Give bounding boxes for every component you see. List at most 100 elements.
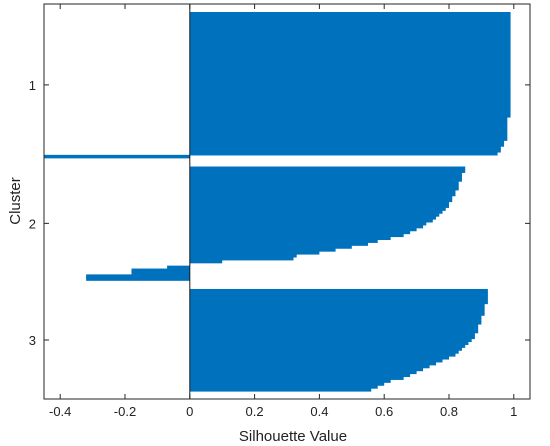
silhouette-bar-cluster-1 xyxy=(189,32,511,36)
silhouette-bar-cluster-3 xyxy=(189,382,385,386)
silhouette-bar-cluster-3 xyxy=(189,297,488,302)
silhouette-bar-cluster-2 xyxy=(189,178,462,182)
silhouette-bar-cluster-1 xyxy=(189,29,511,34)
silhouette-bar-cluster-1 xyxy=(189,134,508,138)
silhouette-bar-cluster-1 xyxy=(189,55,511,60)
y-axis-title: Cluster xyxy=(7,177,24,225)
silhouette-bar-cluster-3 xyxy=(189,321,482,325)
silhouette-bar-cluster-3 xyxy=(189,309,485,313)
y-tick-label: 2 xyxy=(29,216,36,231)
silhouette-bar-cluster-1 xyxy=(189,116,508,121)
silhouette-bar-cluster-1 xyxy=(189,102,511,106)
silhouette-bar-cluster-2 xyxy=(189,239,378,243)
silhouette-bar-cluster-1 xyxy=(189,149,501,153)
silhouette-bar-cluster-1 xyxy=(189,49,511,54)
x-tick-label: 0.2 xyxy=(246,404,264,419)
silhouette-bar-cluster-3 xyxy=(189,326,479,331)
silhouette-bar-cluster-1 xyxy=(189,26,511,31)
silhouette-bar-cluster-2 xyxy=(189,186,459,191)
silhouette-bar-cluster-2 xyxy=(189,236,391,240)
silhouette-bar-cluster-2 xyxy=(189,259,223,264)
silhouette-bar-cluster-2 xyxy=(189,245,352,249)
silhouette-bar-cluster-1 xyxy=(189,64,511,68)
silhouette-bar-cluster-3 xyxy=(189,341,469,345)
silhouette-bar-cluster-2 xyxy=(189,248,336,252)
silhouette-bar-cluster-1 xyxy=(189,79,511,83)
silhouette-bar-cluster-3 xyxy=(189,379,391,383)
silhouette-bar-cluster-2 xyxy=(189,169,466,173)
silhouette-bar-cluster-3 xyxy=(189,361,437,366)
silhouette-bar-cluster-3 xyxy=(189,306,485,310)
axes-group: -0.4 -0.2 0 0.2 0.4 0.6 0.8 1 1 2 3 xyxy=(29,3,531,419)
silhouette-bar-cluster-1 xyxy=(189,41,511,45)
silhouette-bar-cluster-3 xyxy=(189,323,479,328)
silhouette-bar-cluster-3 xyxy=(189,385,378,389)
silhouette-bar-cluster-1 xyxy=(189,111,511,115)
y-tick-label: 1 xyxy=(29,78,36,93)
silhouette-bar-cluster-2 xyxy=(189,216,437,220)
y-tick-label: 3 xyxy=(29,333,36,348)
silhouette-bar-cluster-1 xyxy=(189,58,511,63)
silhouette-bar-cluster-3 xyxy=(189,370,417,375)
silhouette-bar-cluster-1 xyxy=(189,119,508,124)
silhouette-bar-cluster-1 xyxy=(189,44,511,48)
silhouette-bar-cluster-1 xyxy=(189,87,511,92)
silhouette-bar-cluster-3 xyxy=(189,338,472,343)
x-tick-label: 0.8 xyxy=(440,404,458,419)
silhouette-bar-cluster-1 xyxy=(189,81,511,86)
silhouette-bar-cluster-3 xyxy=(189,332,475,337)
silhouette-bar-cluster-3 xyxy=(189,353,456,357)
silhouette-bar-cluster-3 xyxy=(189,303,485,308)
silhouette-bar-cluster-1 xyxy=(189,70,511,74)
silhouette-bar-cluster-2 xyxy=(86,277,190,281)
silhouette-bar-cluster-1 xyxy=(189,140,505,144)
silhouette-bar-cluster-1 xyxy=(189,131,508,136)
silhouette-bar-cluster-2 xyxy=(189,201,450,206)
silhouette-bar-cluster-2 xyxy=(189,195,453,200)
silhouette-bar-cluster-1 xyxy=(189,151,498,156)
silhouette-bar-cluster-2 xyxy=(189,192,456,197)
silhouette-bar-cluster-2 xyxy=(189,166,466,171)
silhouette-bar-cluster-2 xyxy=(189,256,294,261)
silhouette-bar-cluster-1 xyxy=(189,105,511,109)
bars-group xyxy=(44,12,511,392)
silhouette-bar-cluster-2 xyxy=(189,189,456,194)
silhouette-bar-cluster-2 xyxy=(189,172,462,176)
silhouette-bar-cluster-3 xyxy=(189,376,404,380)
silhouette-bar-cluster-2 xyxy=(131,268,190,273)
silhouette-bar-cluster-1 xyxy=(189,17,511,22)
plot-frame xyxy=(43,3,531,400)
silhouette-bar-cluster-1 xyxy=(189,108,511,112)
silhouette-bar-cluster-1 xyxy=(189,67,511,71)
silhouette-bar-cluster-2 xyxy=(189,181,459,185)
silhouette-bar-cluster-2 xyxy=(131,271,190,275)
silhouette-bar-cluster-3 xyxy=(189,294,488,299)
silhouette-bar-cluster-3 xyxy=(189,288,488,293)
silhouette-bar-cluster-1 xyxy=(189,73,511,77)
silhouette-bar-cluster-3 xyxy=(189,300,488,305)
silhouette-bar-cluster-3 xyxy=(189,367,424,372)
silhouette-bar-cluster-2 xyxy=(189,207,446,211)
silhouette-bar-cluster-3 xyxy=(189,373,411,378)
silhouette-bar-cluster-1 xyxy=(189,96,511,101)
silhouette-bar-cluster-1 xyxy=(189,125,508,130)
silhouette-bar-cluster-1 xyxy=(189,14,511,19)
silhouette-bar-cluster-1 xyxy=(189,128,508,133)
x-tick-label: 0.6 xyxy=(375,404,393,419)
silhouette-bar-cluster-2 xyxy=(189,204,450,208)
silhouette-bar-cluster-1 xyxy=(189,137,508,141)
silhouette-bar-cluster-3 xyxy=(189,344,466,348)
silhouette-bar-cluster-1 xyxy=(189,12,511,16)
silhouette-bar-cluster-1 xyxy=(189,143,505,147)
silhouette-bar-cluster-1 xyxy=(189,146,501,150)
silhouette-bar-cluster-3 xyxy=(189,350,459,354)
silhouette-bar-cluster-1 xyxy=(189,20,511,25)
silhouette-bar-cluster-2 xyxy=(189,175,462,179)
silhouette-bar-cluster-2 xyxy=(189,251,320,255)
silhouette-bar-cluster-1 xyxy=(189,35,511,39)
silhouette-bar-cluster-2 xyxy=(167,265,190,270)
silhouette-bar-cluster-2 xyxy=(189,218,433,223)
silhouette-bar-cluster-3 xyxy=(189,364,430,369)
silhouette-bar-cluster-1 xyxy=(189,46,511,51)
